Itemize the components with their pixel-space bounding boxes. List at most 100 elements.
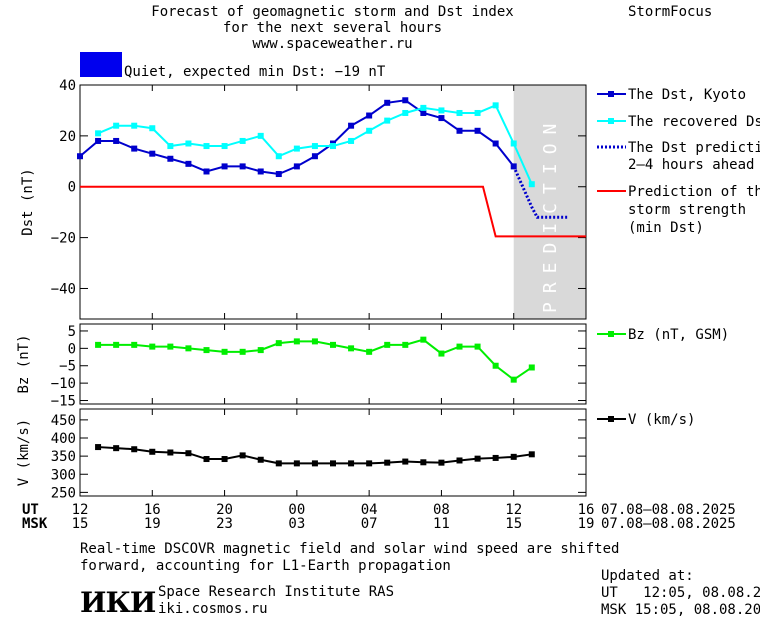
data-point-bz-nt-gsm [384,341,391,348]
data-point-v-km-s [185,450,192,457]
panel-frame [79,84,587,320]
updated-msk: MSK 15:05, 08.08.2025 [601,602,760,618]
data-point-the-dst-kyoto [384,99,391,106]
data-point-v-km-s [474,455,481,462]
data-point-bz-nt-gsm [149,343,156,350]
y-tick-label: −10 [51,376,76,392]
ut-date-range: 07.08–08.08.2025 [601,502,736,518]
data-point-bz-nt-gsm [203,347,210,354]
time-tick-label: 23 [216,516,233,532]
data-point-the-dst-kyoto [77,153,83,160]
updated-ut: UT 12:05, 08.08.2025 [601,585,760,601]
data-point-the-recovered-dst [366,127,373,134]
legend-prediction-l2: 2–4 hours ahead [628,157,755,173]
chart-title-line2: for the next several hours [222,20,443,36]
y-tick-label: 400 [51,431,76,447]
data-point-the-dst-kyoto [474,127,481,134]
data-point-v-km-s [330,460,336,467]
time-tick-label: 11 [432,516,450,532]
data-point-bz-nt-gsm [438,350,445,357]
data-point-bz-nt-gsm [474,343,481,350]
data-point-the-recovered-dst [474,109,481,116]
note-line1: Real-time DSCOVR magnetic field and sola… [80,541,620,557]
data-point-v-km-s [239,452,246,459]
series-line-the-dst-prediction-2-4-hours-ahead [512,165,568,219]
y-tick-label: 5 [68,324,76,340]
data-point-bz-nt-gsm [456,343,463,350]
legend-recovered: The recovered Dst [628,114,760,130]
data-point-the-recovered-dst [402,109,409,116]
data-point-bz-nt-gsm [221,348,228,355]
data-point-the-recovered-dst [330,143,336,150]
data-point-bz-nt-gsm [311,338,318,345]
data-point-the-recovered-dst [348,137,355,144]
data-point-the-recovered-dst [275,153,282,160]
data-point-v-km-s [420,459,427,466]
bz-panel: 50 −5−10 −15 Bz (nT) [16,323,587,410]
data-point-the-dst-kyoto [492,140,499,147]
time-tick-label: 16 [143,502,161,518]
y-tick-label: 20 [59,129,76,145]
data-point-v-km-s [167,449,174,456]
data-point-the-dst-kyoto [348,122,355,129]
data-point-v-km-s [384,459,391,466]
data-point-bz-nt-gsm [293,338,300,345]
institute-site[interactable]: iki.cosmos.ru [158,601,268,617]
time-tick-label: 07 [360,516,378,532]
legend-dst-kyoto: The Dst, Kyoto [628,87,747,103]
data-point-v-km-s [348,460,355,467]
data-point-the-recovered-dst [420,104,427,111]
data-point-the-recovered-dst [311,143,318,150]
panel-frame [79,323,587,405]
data-point-the-recovered-dst [203,143,210,150]
data-point-bz-nt-gsm [113,341,120,348]
institute-name[interactable]: Space Research Institute RAS [158,584,395,600]
data-point-the-dst-kyoto [95,137,102,144]
data-point-the-recovered-dst [167,143,174,150]
msk-date-range: 07.08–08.08.2025 [601,516,736,532]
brand-name: StormFocus [628,4,713,20]
data-point-the-recovered-dst [384,117,391,124]
data-point-the-recovered-dst [528,181,535,188]
data-point-bz-nt-gsm [239,348,246,355]
site-url: www.spaceweather.ru [252,36,413,52]
chart-title-line1: Forecast of geomagnetic storm and Dst in… [151,4,514,20]
data-point-bz-nt-gsm [420,336,427,343]
status-text: Quiet, expected min Dst: −19 nT [124,64,386,80]
data-point-the-dst-kyoto [311,153,318,160]
time-tick-label: 15 [71,516,89,532]
data-point-bz-nt-gsm [510,376,517,383]
data-point-v-km-s [311,460,318,467]
data-point-the-dst-kyoto [167,155,174,162]
data-point-the-dst-kyoto [113,137,120,144]
data-point-the-dst-kyoto [185,160,192,167]
note-line2: forward, accounting for L1-Earth propaga… [80,558,451,574]
y-tick-label: −20 [51,231,76,247]
prediction-band-label: PREDICTION [540,115,561,313]
y-tick-label: 450 [51,413,76,429]
data-point-bz-nt-gsm [275,340,282,347]
data-point-the-recovered-dst [113,122,120,129]
data-point-v-km-s [203,456,210,463]
data-point-the-recovered-dst [149,125,156,132]
time-tick-label: 19 [577,516,595,532]
data-point-the-dst-kyoto [402,97,409,104]
data-point-bz-nt-gsm [95,341,102,348]
data-point-the-recovered-dst [456,109,463,116]
series-line-prediction-of-the-storm-strength-min-dst [80,185,586,238]
data-point-the-recovered-dst [185,140,192,147]
data-point-v-km-s [366,460,373,467]
data-point-the-dst-kyoto [438,115,445,122]
data-point-the-recovered-dst [293,145,300,152]
data-point-the-dst-kyoto [293,163,300,170]
data-point-the-dst-kyoto [221,163,228,170]
data-point-v-km-s [402,458,409,465]
y-tick-label: 350 [51,449,76,465]
data-point-bz-nt-gsm [402,341,409,348]
data-point-v-km-s [438,459,445,466]
legend-strength-l2: storm strength [628,202,747,218]
data-point-bz-nt-gsm [185,345,192,352]
data-point-bz-nt-gsm [257,347,264,354]
time-tick-label: 08 [432,502,450,518]
dst-panel: PREDICTION 40 20 0 −20 −40 Dst (nT) [20,78,587,320]
